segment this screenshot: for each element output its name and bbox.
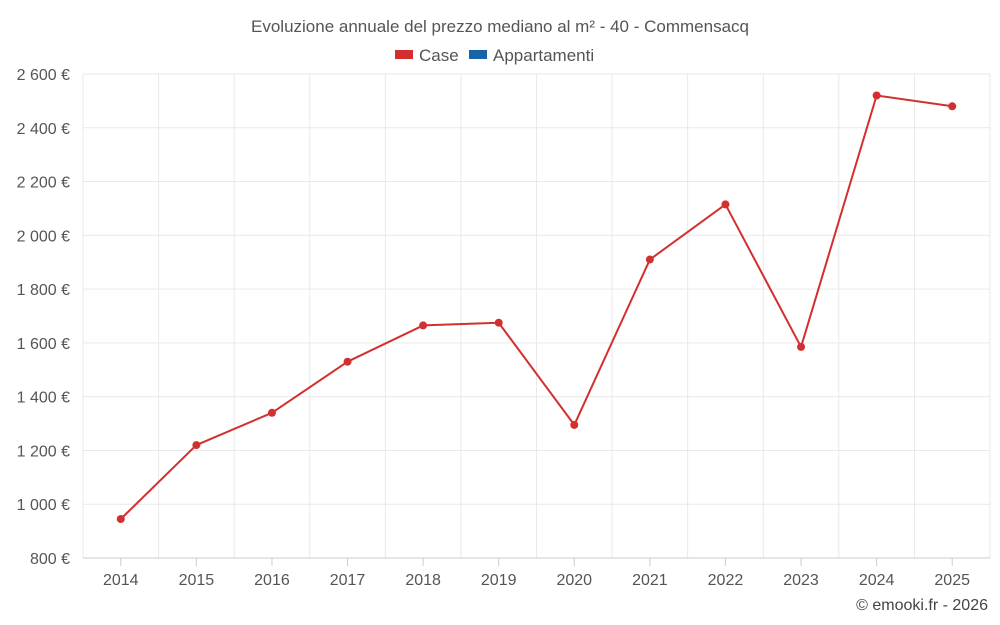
x-tick-label: 2016 — [254, 572, 290, 589]
y-tick-label: 1 400 € — [17, 390, 70, 407]
x-tick-label: 2024 — [859, 572, 895, 589]
data-point[interactable] — [494, 318, 503, 327]
y-axis-labels: 800 € 1 000 € 1 200 € 1 400 € 1 600 € 1 800 €… — [17, 67, 70, 568]
legend: Case Appartamenti — [395, 46, 594, 65]
grid — [82, 73, 991, 566]
x-tick-label: 2017 — [330, 572, 366, 589]
series-case — [116, 91, 957, 524]
data-point[interactable] — [797, 342, 806, 351]
data-point[interactable] — [872, 91, 881, 100]
legend-item-case[interactable]: Case — [395, 46, 459, 65]
y-tick-label: 1 800 € — [17, 282, 70, 299]
legend-item-appartamenti[interactable]: Appartamenti — [469, 46, 594, 65]
x-tick-label: 2015 — [179, 572, 215, 589]
data-point[interactable] — [721, 200, 730, 209]
y-tick-label: 2 000 € — [17, 228, 70, 245]
x-axis-labels: 2014 2015 2016 2017 2018 2019 2020 2021 2022 2023… — [103, 572, 970, 589]
x-tick-label: 2014 — [103, 572, 139, 589]
data-point[interactable] — [192, 441, 201, 450]
series-line-case — [120, 94, 953, 520]
y-tick-label: 800 € — [30, 551, 70, 568]
x-tick-label: 2023 — [783, 572, 819, 589]
data-point[interactable] — [116, 515, 125, 524]
x-tick-label: 2020 — [556, 572, 592, 589]
y-tick-label: 2 600 € — [17, 67, 70, 84]
x-tick-label: 2019 — [481, 572, 517, 589]
y-tick-label: 2 200 € — [17, 175, 70, 192]
x-tick-label: 2018 — [405, 572, 441, 589]
y-tick-label: 2 400 € — [17, 121, 70, 138]
legend-swatch-case — [395, 50, 413, 59]
legend-swatch-appartamenti — [469, 50, 487, 59]
data-point[interactable] — [419, 321, 428, 330]
data-point[interactable] — [267, 408, 276, 417]
chart-title: Evoluzione annuale del prezzo mediano al… — [251, 17, 749, 36]
y-tick-label: 1 200 € — [17, 443, 70, 460]
y-tick-label: 1 000 € — [17, 497, 70, 514]
x-tick-label: 2021 — [632, 572, 668, 589]
data-point[interactable] — [645, 255, 654, 264]
x-tick-label: 2025 — [934, 572, 970, 589]
y-tick-label: 1 600 € — [17, 336, 70, 353]
data-point[interactable] — [948, 102, 957, 111]
legend-label-case: Case — [419, 46, 459, 65]
credit-text: © emooki.fr - 2026 — [856, 597, 988, 614]
data-point[interactable] — [570, 420, 579, 429]
legend-label-appartamenti: Appartamenti — [493, 46, 594, 65]
data-point[interactable] — [343, 357, 352, 366]
x-tick-label: 2022 — [708, 572, 744, 589]
